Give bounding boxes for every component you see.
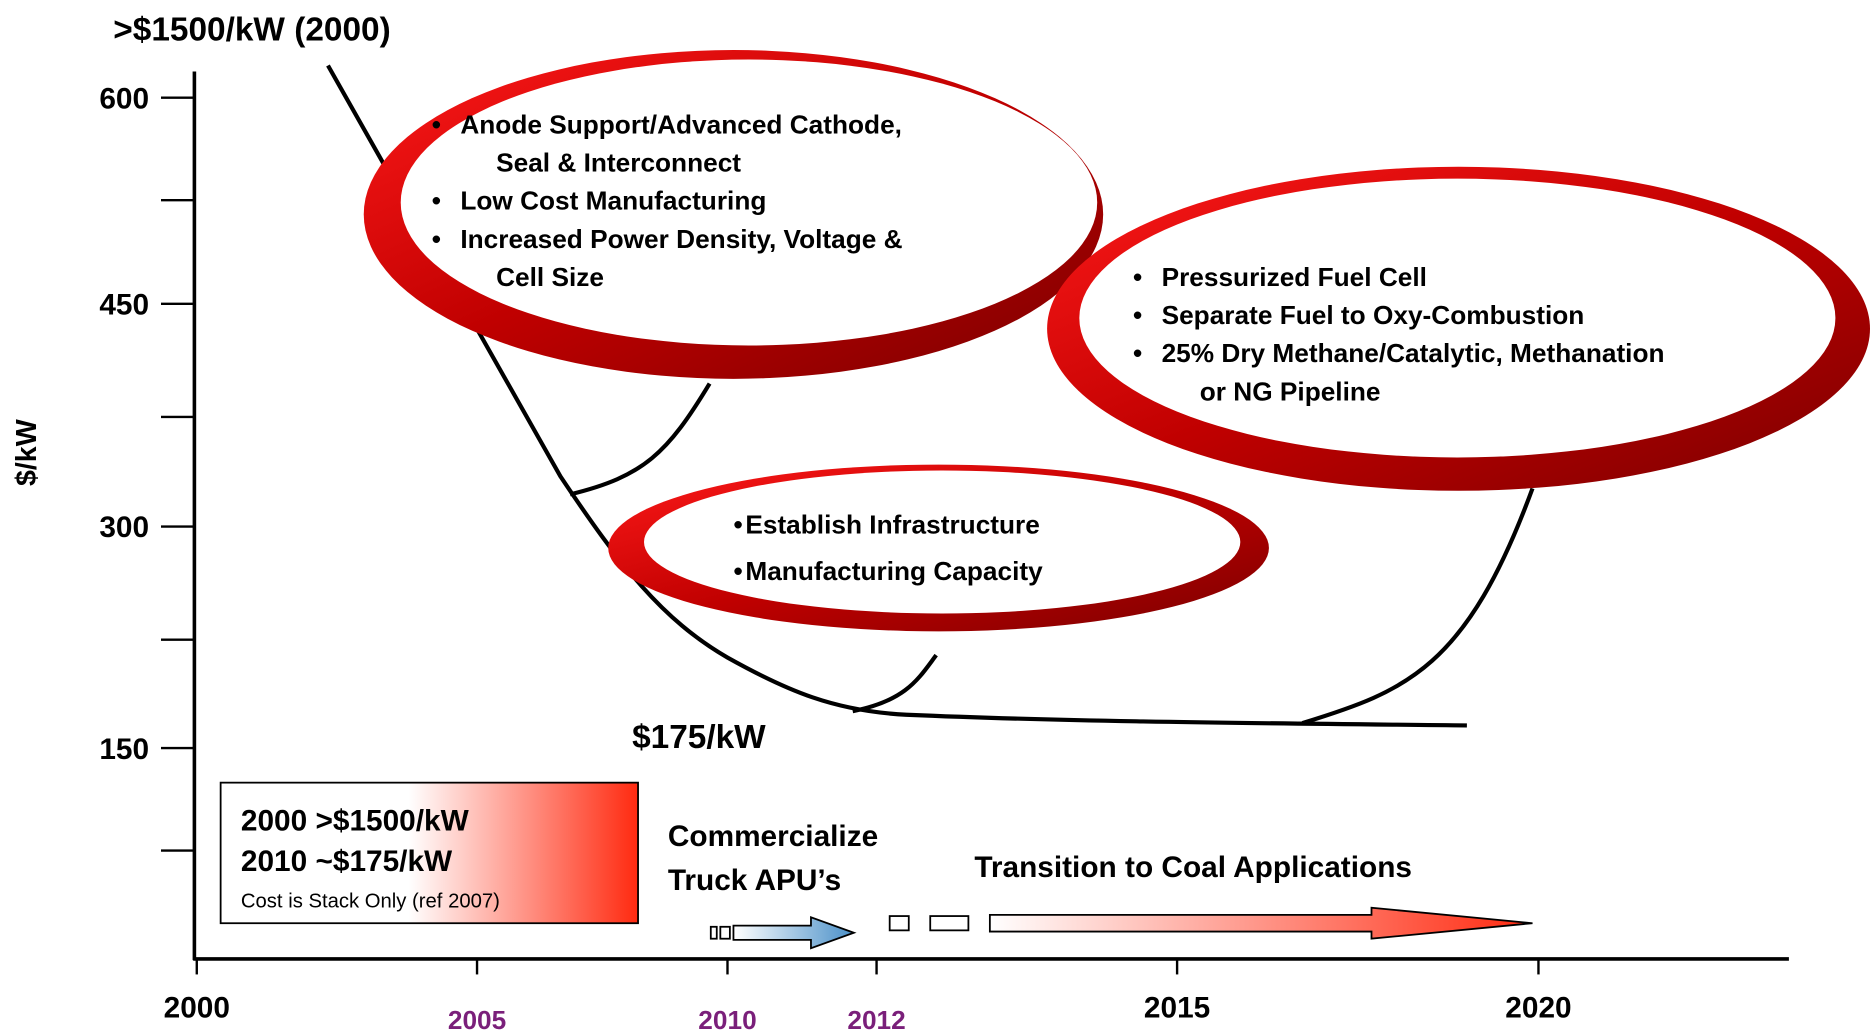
bullet-dot: • [1133, 338, 1142, 368]
summary-note: Cost is Stack Only (ref 2007) [241, 891, 500, 913]
bullet-dot: • [733, 510, 742, 540]
callout-text: Seal & Interconnect [496, 148, 741, 178]
callout-ring [363, 50, 1104, 379]
start-annotation: >$1500/kW (2000) [113, 12, 390, 49]
callout-text: Cell Size [496, 262, 604, 292]
callout-text: Separate Fuel to Oxy-Combustion [1162, 300, 1585, 330]
summary-line: 2000 >$1500/kW [241, 804, 470, 837]
x-tick-label: 2010 [698, 1005, 756, 1034]
callout-text: or NG Pipeline [1200, 376, 1381, 406]
callout-text: Manufacturing Capacity [745, 556, 1043, 586]
callout-ring [608, 464, 1269, 632]
milestone-label: Truck APU’s [668, 864, 841, 897]
callout-text: Anode Support/Advanced Cathode, [460, 109, 902, 139]
milestone-arrow [709, 915, 857, 950]
end-annotation: $175/kW [632, 719, 766, 756]
bullet-dot: • [432, 186, 441, 216]
y-tick-label: 450 [99, 289, 149, 322]
bullet-dot: • [432, 109, 441, 139]
x-tick-label: 2012 [847, 1005, 905, 1034]
y-tick-label: 300 [99, 511, 149, 544]
x-tick-label: 2020 [1505, 991, 1571, 1024]
y-ticks [161, 96, 195, 852]
callout-ring [1047, 166, 1870, 491]
x-tick-label: 2000 [164, 991, 230, 1024]
summary-box [219, 781, 639, 925]
summary-line: 2010 ~$175/kW [241, 845, 453, 878]
callout-text: Low Cost Manufacturing [460, 186, 766, 216]
x-ticks [195, 958, 1540, 975]
callout-text: 25% Dry Methane/Catalytic, Methanation [1162, 338, 1665, 368]
bullet-dot: • [432, 224, 441, 254]
milestone-label: Transition to Coal Applications [974, 851, 1412, 884]
cost-curve [326, 64, 1535, 728]
callout-text: Increased Power Density, Voltage & [460, 224, 902, 254]
bullet-dot: • [1133, 262, 1142, 292]
bullet-dot: • [733, 556, 742, 586]
milestone-label: Commercialize [668, 820, 878, 853]
y-tick-label: 150 [99, 733, 149, 766]
x-tick-label: 2015 [1144, 991, 1210, 1024]
y-axis-label: $/kW [11, 419, 43, 486]
milestone-arrow [888, 906, 1533, 940]
callout-text: Establish Infrastructure [745, 510, 1039, 540]
callout-text: Pressurized Fuel Cell [1162, 262, 1427, 292]
y-tick-label: 600 [99, 82, 149, 115]
x-tick-label: 2005 [448, 1005, 506, 1034]
bullet-dot: • [1133, 300, 1142, 330]
